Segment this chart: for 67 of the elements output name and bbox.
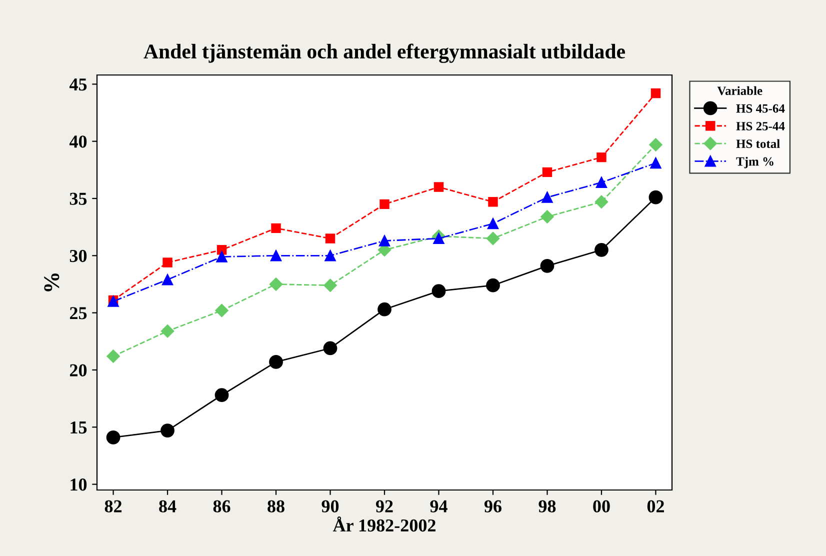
x-tick-label: 88 <box>268 500 284 512</box>
point <box>269 355 283 369</box>
legend-title: Variable <box>717 86 762 96</box>
x-tick-label: 82 <box>104 500 122 512</box>
point <box>160 424 174 438</box>
point <box>162 258 172 268</box>
point <box>487 218 499 230</box>
point <box>162 274 174 286</box>
point <box>650 88 661 98</box>
y-tick-label: 40 <box>69 136 87 148</box>
legend-label: Tjm % <box>736 156 774 168</box>
point <box>106 350 120 363</box>
point <box>596 152 606 162</box>
x-axis-title: År 1982-2002 <box>332 516 436 532</box>
point <box>271 223 281 234</box>
y-tick-label: 35 <box>70 192 87 205</box>
legend-label: HS 45-64 <box>736 104 785 113</box>
point <box>216 251 228 262</box>
point <box>596 176 608 188</box>
point <box>380 199 390 210</box>
legend-label: HS total <box>736 139 780 148</box>
point <box>433 232 444 244</box>
x-tick-label: 86 <box>213 500 230 512</box>
y-axis-title: % <box>44 273 60 292</box>
x-tick-label: 02 <box>647 500 664 512</box>
x-tick-label: 92 <box>376 500 393 512</box>
point <box>270 250 282 262</box>
point <box>432 284 446 298</box>
point <box>594 242 608 257</box>
point <box>488 197 498 207</box>
y-tick-label: 45 <box>69 78 87 91</box>
point <box>486 278 500 292</box>
legend-label: HS 25-44 <box>736 122 785 130</box>
x-tick-label: 98 <box>538 500 556 512</box>
point <box>106 430 120 444</box>
y-tick-label: 20 <box>70 364 87 376</box>
y-tick-label: 15 <box>70 421 87 434</box>
x-tick-label: 96 <box>484 500 502 512</box>
point <box>214 388 229 402</box>
point <box>160 324 174 338</box>
point <box>594 195 608 208</box>
point <box>325 234 336 244</box>
point <box>216 245 227 255</box>
x-tick-label: 94 <box>430 500 448 512</box>
point <box>540 258 554 273</box>
x-tick-label: 00 <box>593 500 610 512</box>
point <box>323 341 338 356</box>
chart-title: Andel tjänstemän och andel eftergymnasialt utbildade <box>144 44 625 63</box>
y-tick-label: 10 <box>70 478 87 491</box>
point <box>378 302 392 316</box>
point <box>324 278 337 292</box>
y-tick-label: 25 <box>70 307 87 320</box>
point <box>378 235 390 246</box>
point <box>215 304 228 318</box>
point <box>650 157 662 169</box>
x-tick-label: 90 <box>322 500 339 512</box>
point <box>434 182 444 192</box>
point <box>649 138 662 152</box>
point <box>540 210 554 224</box>
point <box>324 250 336 262</box>
point <box>269 278 283 291</box>
point <box>648 190 663 204</box>
point <box>542 192 553 203</box>
point <box>486 232 500 246</box>
y-tick-label: 30 <box>70 250 87 262</box>
point <box>542 167 552 178</box>
x-tick-label: 84 <box>159 500 176 512</box>
